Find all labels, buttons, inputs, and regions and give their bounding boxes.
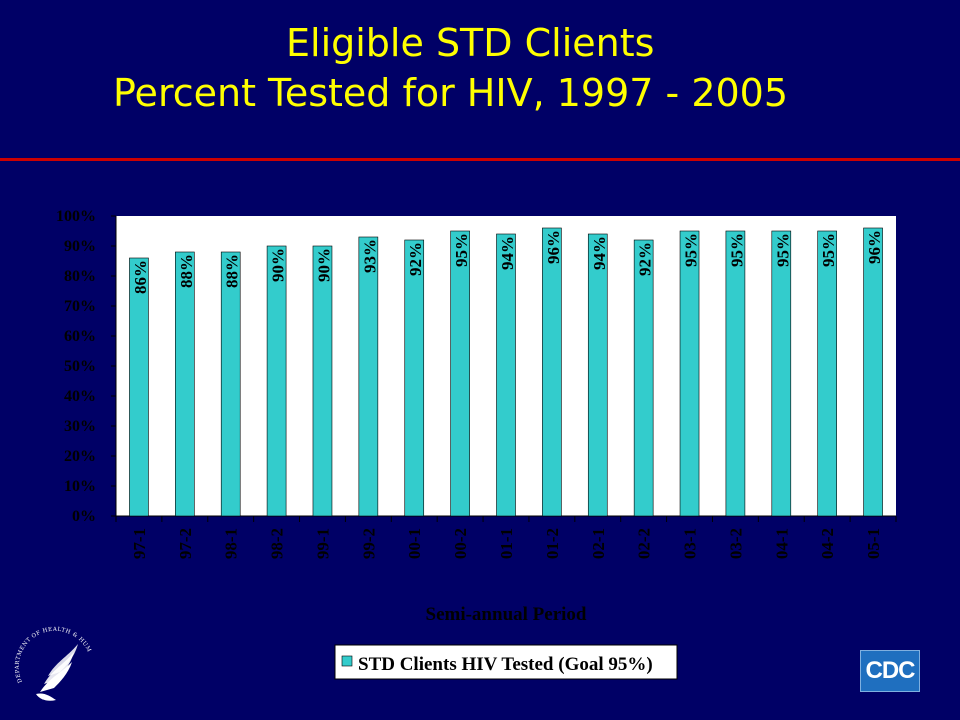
bar (496, 233, 516, 517)
x-tick-label: 99-2 (359, 528, 378, 559)
data-label: 95% (727, 233, 746, 267)
bar (175, 251, 195, 517)
x-tick-label: 03-2 (726, 528, 745, 559)
bar (771, 230, 792, 517)
y-tick-label: 80% (64, 268, 96, 285)
data-label: 96% (544, 230, 563, 264)
data-label: 95% (682, 233, 701, 267)
data-label: 95% (819, 233, 838, 267)
hhs-seal-logo: DEPARTMENT OF HEALTH & HUMAN SERVICES · … (10, 622, 91, 701)
title-line-1: Eligible STD Clients (286, 21, 655, 65)
slide-title: Eligible STD Clients Percent Tested for … (0, 18, 960, 118)
y-tick-label: 90% (64, 238, 96, 255)
x-tick-label: 00-1 (405, 528, 424, 559)
title-divider (0, 158, 960, 161)
y-tick-label: 20% (64, 448, 96, 465)
y-tick-label: 0% (72, 508, 96, 525)
y-tick-label: 10% (64, 478, 96, 495)
title-line-2: Percent Tested for HIV, 1997 - 2005 (113, 71, 789, 115)
x-tick-label: 01-2 (543, 528, 562, 559)
data-label: 90% (269, 248, 288, 282)
y-tick-label: 30% (64, 418, 96, 435)
x-tick-label: 97-1 (130, 528, 149, 559)
bar (220, 251, 241, 517)
data-label: 95% (452, 233, 471, 267)
data-label: 92% (406, 242, 425, 276)
y-tick-label: 60% (64, 328, 96, 345)
x-tick-label: 98-2 (268, 528, 287, 559)
bar (633, 239, 654, 517)
x-tick-label: 99-1 (313, 528, 332, 559)
bar (312, 245, 333, 517)
data-label: 92% (636, 242, 655, 276)
bar (266, 245, 287, 517)
x-tick-label: 01-1 (497, 528, 516, 559)
bar (358, 236, 379, 517)
bar (725, 230, 746, 517)
x-tick-label: 97-2 (176, 528, 195, 559)
x-tick-label: 02-1 (589, 528, 608, 559)
data-label: 90% (314, 248, 333, 282)
data-label: 86% (131, 260, 150, 294)
x-tick-label: 04-2 (818, 528, 837, 559)
y-tick-label: 50% (64, 358, 96, 375)
bar (679, 230, 700, 517)
bar (404, 239, 425, 517)
data-label: 93% (360, 239, 379, 273)
legend-label: STD Clients HIV Tested (Goal 95%) (358, 654, 653, 675)
x-tick-label: 00-2 (451, 528, 470, 559)
y-tick-label: 70% (64, 298, 96, 315)
bar (450, 230, 470, 517)
y-tick-label: 100% (56, 208, 96, 225)
bar (542, 227, 562, 517)
data-label: 88% (223, 254, 242, 288)
x-tick-label: 03-1 (681, 528, 700, 559)
x-tick-label: 02-2 (635, 528, 654, 559)
bar (863, 227, 883, 517)
data-label: 96% (865, 230, 884, 264)
x-tick-label: 04-1 (772, 528, 791, 559)
x-tick-label: 98-1 (222, 528, 241, 559)
y-tick-label: 40% (64, 388, 96, 405)
x-axis-title: Semi-annual Period (426, 604, 587, 625)
bar (587, 233, 608, 517)
data-label: 88% (177, 254, 196, 288)
legend-box (334, 644, 678, 680)
bar (129, 257, 149, 517)
bar (817, 230, 837, 517)
x-tick-label: 05-1 (864, 528, 883, 559)
data-label: 94% (498, 236, 517, 270)
cdc-logo: CDC (860, 650, 920, 692)
legend-swatch (341, 655, 353, 667)
data-label: 95% (773, 233, 792, 267)
data-label: 94% (590, 236, 609, 270)
